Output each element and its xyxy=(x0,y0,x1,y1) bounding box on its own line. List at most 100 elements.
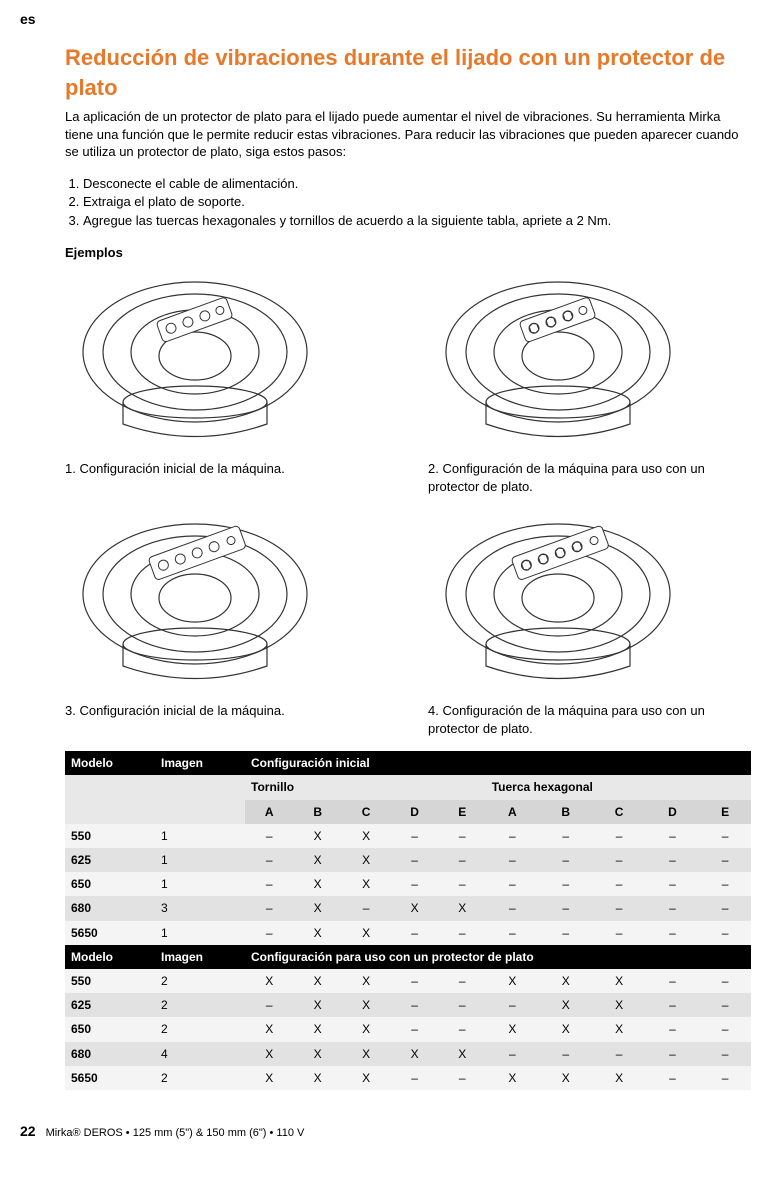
cell-value: X xyxy=(293,1017,341,1041)
cell-value: X xyxy=(293,1042,341,1066)
cell-value: X xyxy=(592,969,645,993)
th-letter: C xyxy=(592,800,645,824)
cell-value: – xyxy=(539,921,592,945)
cell-value: – xyxy=(699,993,751,1017)
cell-value: – xyxy=(486,896,539,920)
cell-value: X xyxy=(245,969,293,993)
th-letter: A xyxy=(486,800,539,824)
cell-value: X xyxy=(486,1066,539,1090)
th-modelo: Modelo xyxy=(65,751,155,775)
figure-2-caption: 2. Configuración de la máquina para uso … xyxy=(428,460,751,495)
table-row: 56501–XX––––––– xyxy=(65,921,751,945)
cell-value: – xyxy=(699,1017,751,1041)
cell-value: – xyxy=(439,848,486,872)
cell-value: X xyxy=(539,1017,592,1041)
cell-value: – xyxy=(486,1042,539,1066)
sander-pad-icon xyxy=(78,274,313,449)
cell-model: 650 xyxy=(65,1017,155,1041)
cell-value: X xyxy=(293,969,341,993)
cell-value: – xyxy=(486,993,539,1017)
th-tornillo: Tornillo xyxy=(245,775,486,799)
cell-value: X xyxy=(342,993,390,1017)
th-letter: B xyxy=(539,800,592,824)
figure-2: 2. Configuración de la máquina para uso … xyxy=(428,269,751,495)
cell-imagen: 2 xyxy=(155,993,245,1017)
cell-value: – xyxy=(699,896,751,920)
cell-imagen: 2 xyxy=(155,1066,245,1090)
cell-value: – xyxy=(390,969,438,993)
cell-value: X xyxy=(592,993,645,1017)
cell-value: – xyxy=(592,824,645,848)
cell-model: 550 xyxy=(65,824,155,848)
table-head-protector: Modelo Imagen Configuración para uso con… xyxy=(65,945,751,969)
cell-value: – xyxy=(390,824,438,848)
table-row: 6501–XX––––––– xyxy=(65,872,751,896)
cell-value: – xyxy=(539,1042,592,1066)
cell-value: – xyxy=(592,1042,645,1066)
th-letter: C xyxy=(342,800,390,824)
th-config-inicial: Configuración inicial xyxy=(245,751,751,775)
cell-value: X xyxy=(342,1042,390,1066)
cell-value: – xyxy=(539,872,592,896)
language-code: es xyxy=(20,10,757,29)
cell-value: – xyxy=(342,896,390,920)
table-row: 6803–X–XX––––– xyxy=(65,896,751,920)
cell-value: – xyxy=(439,824,486,848)
th-blank xyxy=(65,800,245,824)
th-tuerca: Tuerca hexagonal xyxy=(486,775,751,799)
cell-value: – xyxy=(245,872,293,896)
th-imagen: Imagen xyxy=(155,751,245,775)
cell-model: 550 xyxy=(65,969,155,993)
cell-imagen: 2 xyxy=(155,969,245,993)
cell-value: – xyxy=(699,872,751,896)
cell-value: X xyxy=(293,993,341,1017)
table-row: 6252–XX–––XX–– xyxy=(65,993,751,1017)
cell-value: – xyxy=(486,872,539,896)
cell-value: – xyxy=(539,896,592,920)
figure-3-caption: 3. Configuración inicial de la máquina. xyxy=(65,702,388,720)
step-item: Desconecte el cable de alimentación. xyxy=(83,175,751,193)
cell-value: X xyxy=(439,1042,486,1066)
cell-value: X xyxy=(486,969,539,993)
cell-value: – xyxy=(439,1017,486,1041)
table-row: 6502XXX––XXX–– xyxy=(65,1017,751,1041)
cell-value: – xyxy=(592,872,645,896)
cell-value: X xyxy=(390,896,438,920)
cell-value: – xyxy=(592,921,645,945)
cell-model: 625 xyxy=(65,993,155,1017)
cell-value: – xyxy=(646,872,699,896)
cell-value: X xyxy=(342,848,390,872)
table-row: 56502XXX––XXX–– xyxy=(65,1066,751,1090)
th-letter: D xyxy=(390,800,438,824)
cell-value: – xyxy=(646,993,699,1017)
th-imagen: Imagen xyxy=(155,945,245,969)
cell-value: X xyxy=(592,1066,645,1090)
cell-model: 680 xyxy=(65,896,155,920)
page-footer: 22 Mirka® DEROS • 125 mm (5") & 150 mm (… xyxy=(20,1122,757,1141)
figure-4-image xyxy=(428,511,688,696)
cell-value: – xyxy=(646,1017,699,1041)
cell-imagen: 3 xyxy=(155,896,245,920)
cell-value: X xyxy=(342,1017,390,1041)
cell-model: 5650 xyxy=(65,1066,155,1090)
sander-pad-icon xyxy=(441,516,676,691)
cell-value: – xyxy=(699,921,751,945)
page-title: Reducción de vibraciones durante el lija… xyxy=(65,43,751,102)
th-letters-row: A B C D E A B C D E xyxy=(65,800,751,824)
cell-value: X xyxy=(293,896,341,920)
table-head-initial: Modelo Imagen Configuración inicial Torn… xyxy=(65,751,751,824)
cell-value: – xyxy=(699,969,751,993)
cell-value: X xyxy=(245,1066,293,1090)
cell-value: – xyxy=(592,848,645,872)
table-row: 5501–XX––––––– xyxy=(65,824,751,848)
cell-model: 650 xyxy=(65,872,155,896)
cell-value: X xyxy=(245,1017,293,1041)
table-row: 6804XXXXX––––– xyxy=(65,1042,751,1066)
cell-value: – xyxy=(439,872,486,896)
cell-value: – xyxy=(699,848,751,872)
cell-value: – xyxy=(699,1066,751,1090)
sander-pad-icon xyxy=(78,516,313,691)
cell-value: X xyxy=(539,1066,592,1090)
page-content: Reducción de vibraciones durante el lija… xyxy=(20,43,757,1090)
cell-value: X xyxy=(539,969,592,993)
